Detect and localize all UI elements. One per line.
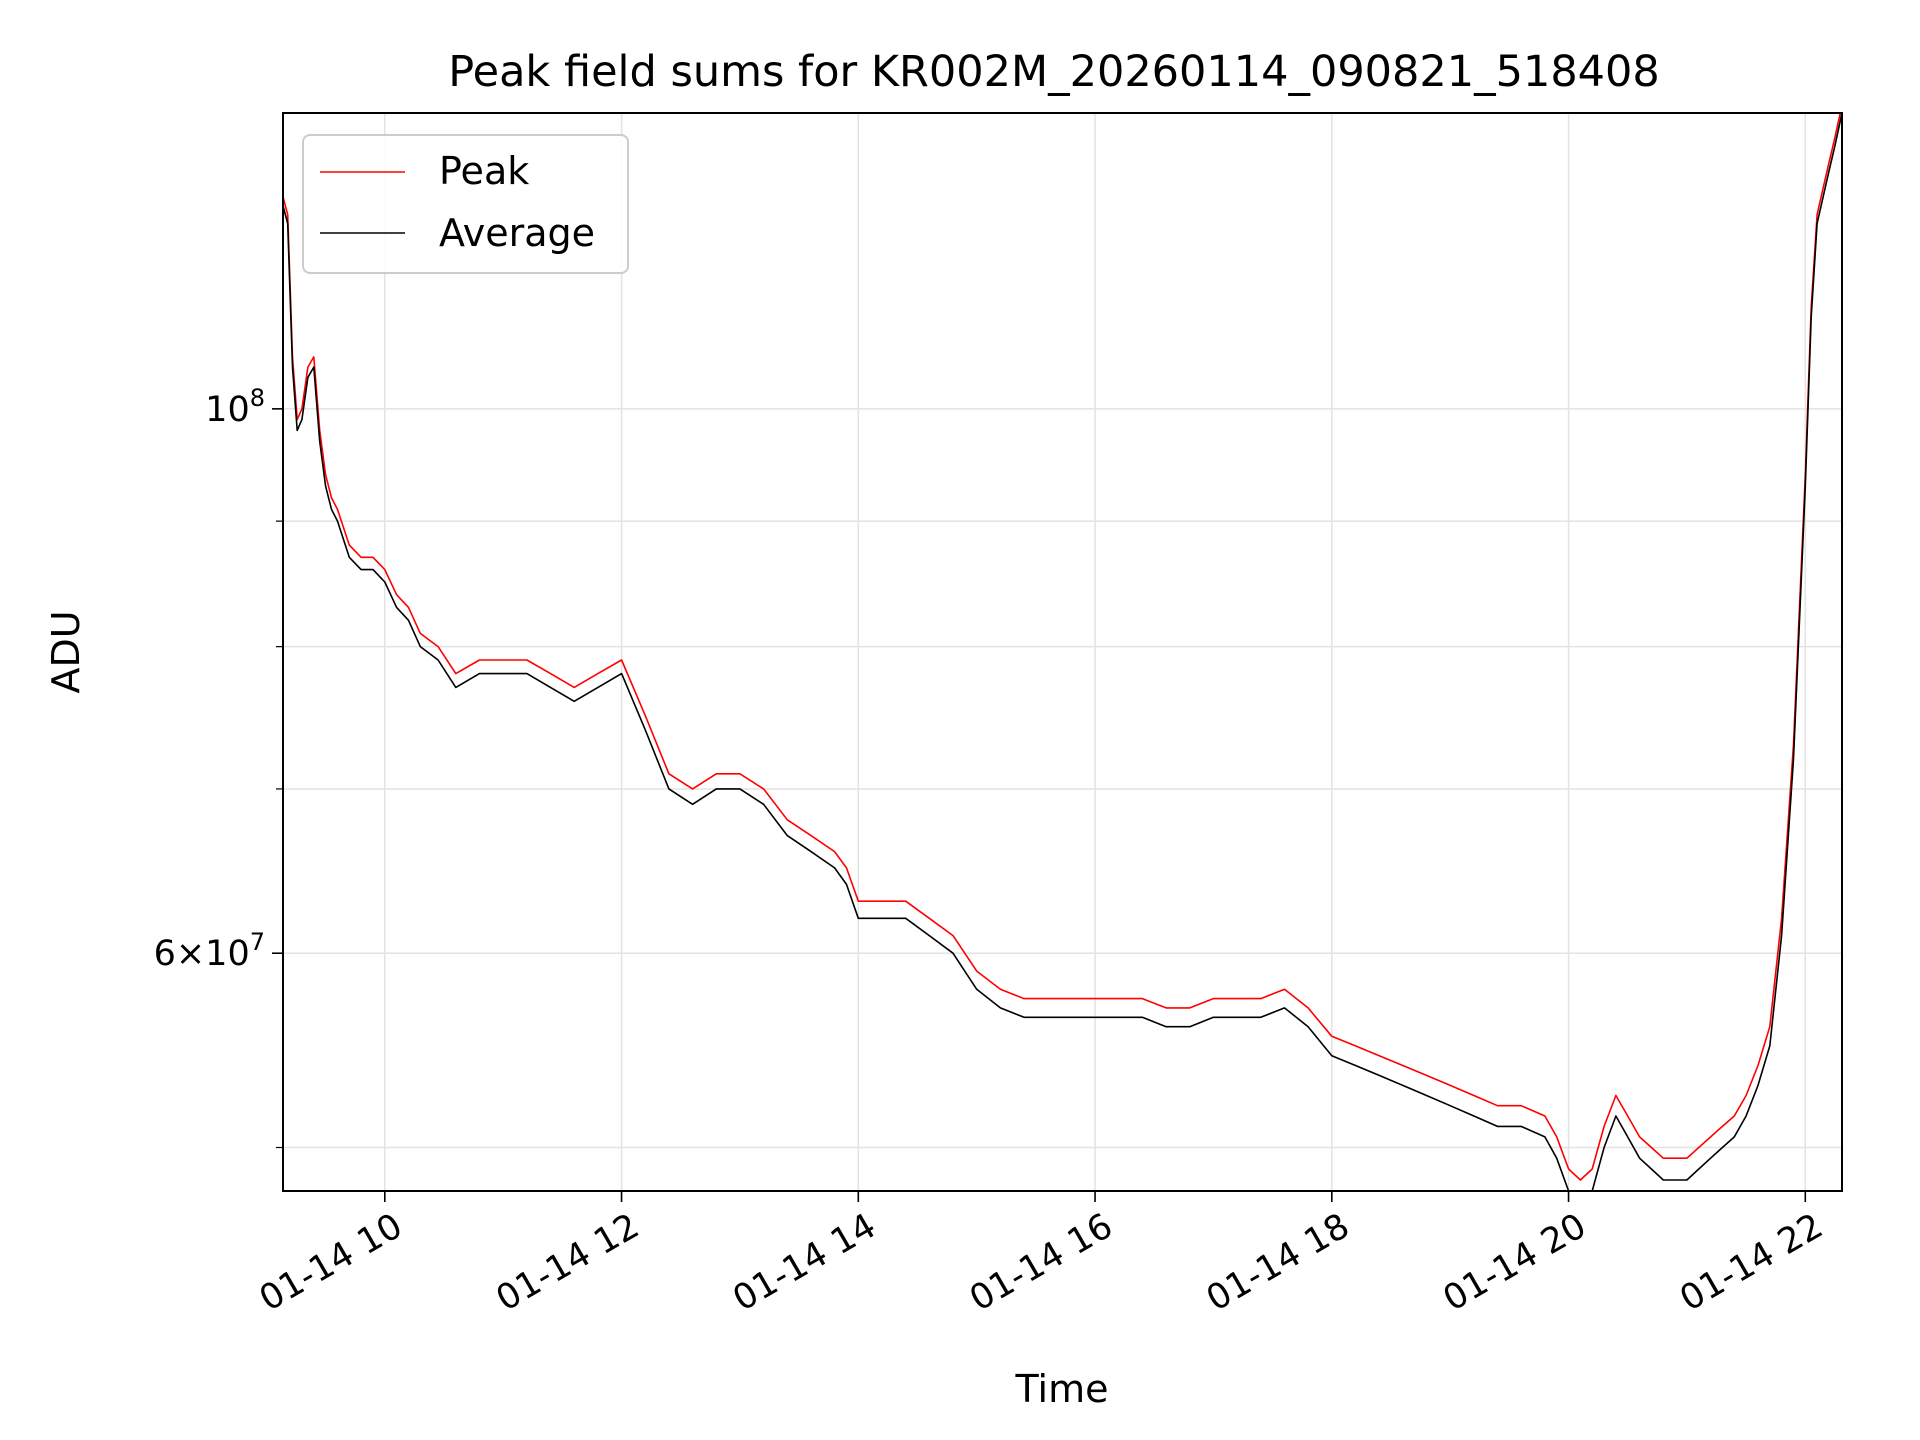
series-line-average xyxy=(283,113,1842,1191)
plot-frame xyxy=(282,112,1843,1192)
y-tick-label: 108 xyxy=(205,384,265,430)
legend-label-peak: Peak xyxy=(439,149,529,193)
series-line-peak xyxy=(283,113,1842,1181)
y-tick-label: 6×107 xyxy=(154,928,265,974)
series-layer xyxy=(283,113,1842,1191)
legend-box xyxy=(302,134,629,274)
legend: Peak Average xyxy=(302,134,629,274)
grid xyxy=(283,113,1842,1191)
chart-title: Peak field sums for KR002M_20260114_0908… xyxy=(448,47,1660,97)
legend-label-average: Average xyxy=(439,211,595,255)
y-axis-label: ADU xyxy=(44,610,88,693)
y-axis: 108 6×107 xyxy=(154,384,283,1149)
x-axis-label: Time xyxy=(1015,1367,1109,1411)
